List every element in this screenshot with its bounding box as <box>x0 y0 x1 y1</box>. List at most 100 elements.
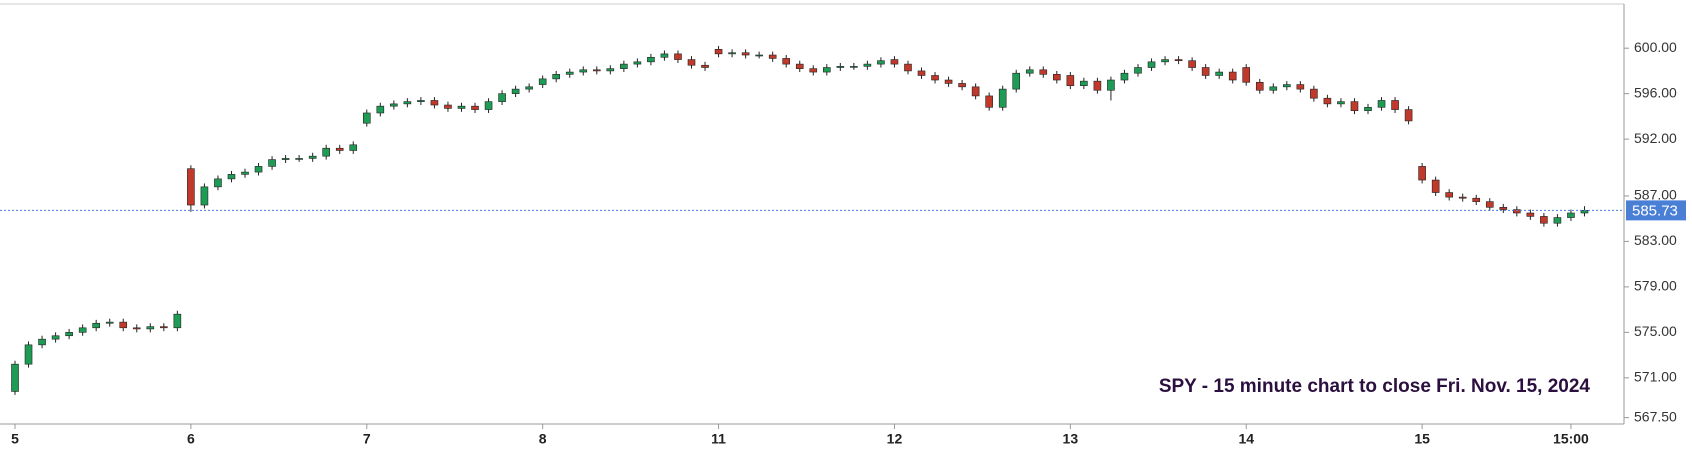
candle-body <box>565 71 574 75</box>
candle-body <box>1107 79 1115 91</box>
candle-body <box>741 52 750 56</box>
candle-body <box>511 88 520 94</box>
candle-body <box>971 86 980 97</box>
candle-body <box>38 338 46 346</box>
candle-body <box>214 178 222 188</box>
candle-body <box>944 79 953 84</box>
candle-body <box>1039 69 1048 75</box>
candle-body <box>1174 59 1183 61</box>
candle-body <box>998 88 1007 108</box>
candle-body <box>1269 86 1278 91</box>
candle-body <box>660 53 669 58</box>
candle-body <box>1350 101 1359 112</box>
candle-body <box>335 147 344 151</box>
candle-body <box>1188 60 1196 68</box>
candle-body <box>187 168 195 206</box>
candle-body <box>281 158 290 160</box>
candle-body <box>931 75 939 81</box>
candle-body <box>809 68 818 73</box>
candle-body <box>592 69 601 72</box>
candle-body <box>1337 101 1345 105</box>
y-tick-label: 567.50 <box>1634 408 1677 424</box>
candle-body <box>1012 72 1021 90</box>
candle-body <box>674 53 682 60</box>
last-price-label: 585.73 <box>1632 202 1678 219</box>
x-tick-label: 15:00 <box>1553 431 1589 447</box>
candle-body <box>1296 84 1305 90</box>
candle-body <box>1445 192 1453 198</box>
x-tick-label: 5 <box>11 431 19 447</box>
candle-body <box>538 78 547 85</box>
candle-body <box>498 93 506 102</box>
candle-body <box>430 100 439 106</box>
x-tick-label: 15 <box>1414 431 1430 447</box>
candle-body <box>782 58 791 65</box>
candle-body <box>1310 88 1318 99</box>
candle-body <box>1323 97 1332 105</box>
candle-body <box>579 69 588 73</box>
y-tick-label: 579.00 <box>1634 278 1677 294</box>
candle-body <box>1364 106 1372 112</box>
candle-body <box>268 159 276 167</box>
annotation: SPY - 15 minute chart to close Fri. Nov.… <box>1159 376 1591 397</box>
candle-body <box>471 105 479 110</box>
candle-body <box>1431 179 1440 193</box>
last-price-box <box>1626 200 1686 221</box>
candle-body <box>1201 67 1210 76</box>
y-tick-label: 592.00 <box>1634 130 1677 146</box>
y-tick-label: 575.00 <box>1634 323 1677 339</box>
x-tick-label: 7 <box>363 431 371 447</box>
candle-body <box>890 59 899 65</box>
candle-body <box>132 327 141 330</box>
candle-body <box>308 155 317 159</box>
candle-body <box>484 101 493 110</box>
x-tick-label: 14 <box>1238 431 1254 447</box>
candle-body <box>254 166 263 173</box>
candle-body <box>1553 217 1562 224</box>
candle-body <box>1066 75 1075 86</box>
candle-body <box>403 101 412 105</box>
candle-body <box>647 56 655 63</box>
candle-body <box>606 68 615 72</box>
candle-body <box>863 63 872 67</box>
candle-body <box>552 74 561 80</box>
x-tick-label: 6 <box>187 431 195 447</box>
candle-body <box>457 105 466 109</box>
candle-body <box>160 326 168 329</box>
candle-body <box>687 59 696 66</box>
candle-body <box>525 86 533 90</box>
candle-body <box>376 105 385 114</box>
candle-body <box>1526 212 1535 217</box>
candle-body <box>227 174 236 180</box>
candle-body <box>822 67 831 73</box>
candle-body <box>146 326 155 330</box>
candle-body <box>241 171 249 175</box>
candle-body <box>1080 80 1088 86</box>
candle-body <box>1391 100 1399 110</box>
candle-body <box>836 66 845 68</box>
candle-body <box>1283 84 1291 88</box>
y-tick-label: 596.00 <box>1634 84 1677 100</box>
candle-body <box>755 54 763 57</box>
candle-body <box>1053 74 1061 81</box>
candle-body <box>917 70 926 76</box>
candle-body <box>1228 71 1237 81</box>
candle-body <box>390 103 398 107</box>
candle-body <box>1134 67 1142 74</box>
candle-body <box>795 63 804 69</box>
candle-body <box>1404 109 1413 122</box>
candle-body <box>1093 80 1102 91</box>
x-tick-label: 12 <box>887 431 903 447</box>
candle-body <box>1255 81 1264 91</box>
candle-body <box>173 313 182 329</box>
candle-body <box>444 104 452 109</box>
y-tick-label: 600.00 <box>1634 39 1677 55</box>
candle-body <box>714 49 723 55</box>
candle-body <box>877 60 885 65</box>
candle-body <box>1472 197 1481 202</box>
candle-body <box>850 66 858 68</box>
candle-body <box>1540 216 1548 224</box>
candle-body <box>633 61 642 65</box>
x-tick-label: 11 <box>711 431 726 447</box>
